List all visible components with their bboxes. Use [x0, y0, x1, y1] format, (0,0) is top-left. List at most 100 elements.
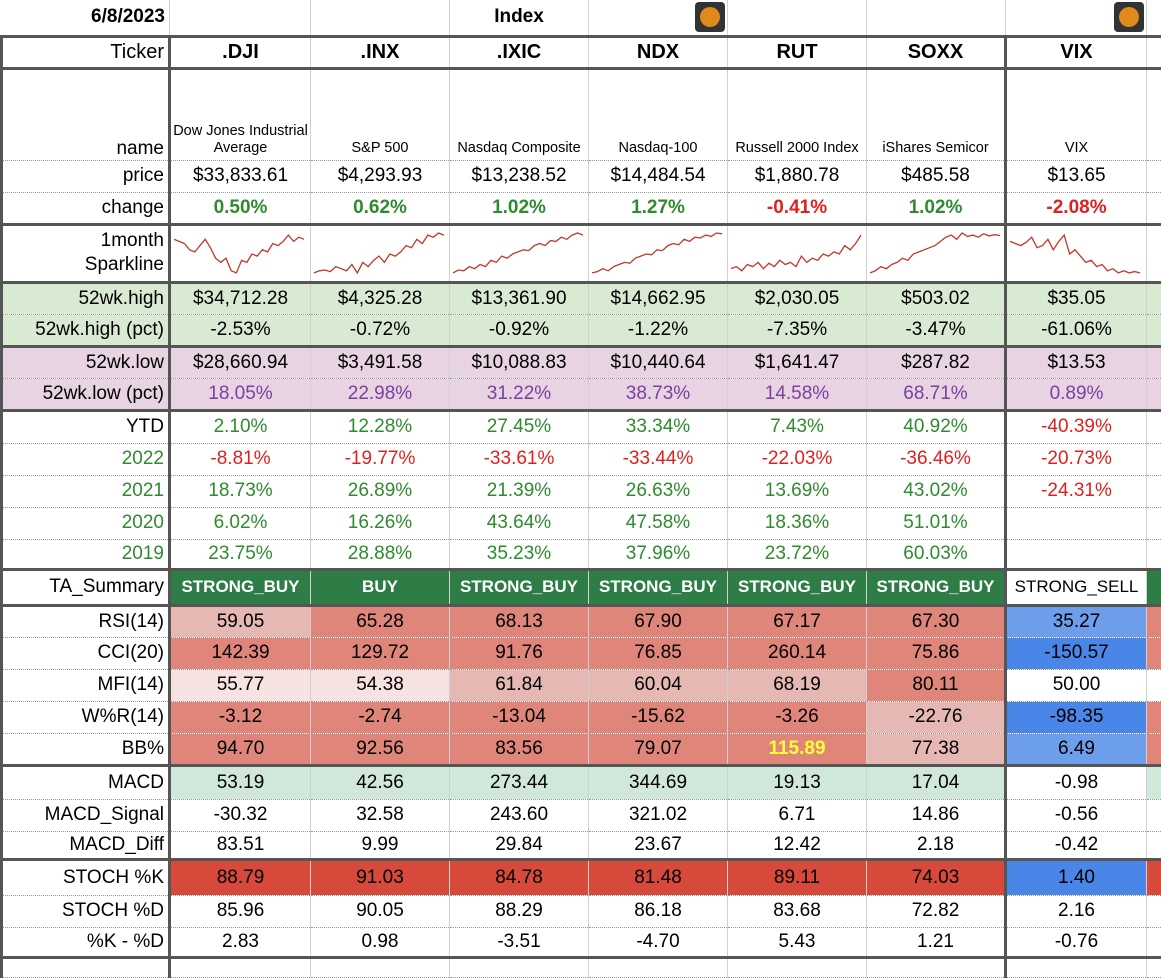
ytd-cell-1[interactable]: 12.28% — [311, 410, 450, 443]
cci-cell-3[interactable]: 76.85 — [589, 637, 728, 669]
wr-cell-6[interactable]: -98.35 — [1006, 701, 1147, 733]
ta-summary-badge-0[interactable]: STRONG_BUY — [170, 569, 311, 605]
overflow-cell[interactable] — [1147, 669, 1161, 701]
y2020-cell-3[interactable]: 47.58% — [589, 507, 728, 539]
overflow-cell[interactable] — [1147, 410, 1161, 443]
mfi-cell-2[interactable]: 61.84 — [450, 669, 589, 701]
name-cell-5[interactable]: iShares Semicor — [867, 68, 1006, 160]
overflow-cell[interactable] — [1147, 443, 1161, 475]
overflow-cell[interactable] — [1147, 765, 1161, 799]
y2019-cell-1[interactable]: 28.88% — [311, 539, 450, 569]
y2020-cell-4[interactable]: 18.36% — [728, 507, 867, 539]
y2020-cell-5[interactable]: 51.01% — [867, 507, 1006, 539]
y2021-cell-0[interactable]: 18.73% — [170, 475, 311, 507]
mfi-cell-3[interactable]: 60.04 — [589, 669, 728, 701]
title-row-cell[interactable] — [728, 0, 867, 36]
ytd-cell-0[interactable]: 2.10% — [170, 410, 311, 443]
bb-label[interactable]: BB% — [2, 733, 170, 765]
change-cell-2[interactable]: 1.02% — [450, 192, 589, 224]
macd_signal-cell-5[interactable]: 14.86 — [867, 799, 1006, 831]
bb-cell-6[interactable]: 6.49 — [1006, 733, 1147, 765]
low52-cell-2[interactable]: $10,088.83 — [450, 346, 589, 378]
y2022-cell-0[interactable]: -8.81% — [170, 443, 311, 475]
cci-cell-6[interactable]: -150.57 — [1006, 637, 1147, 669]
name-cell-6[interactable]: VIX — [1006, 68, 1147, 160]
low52pct-label[interactable]: 52wk.low (pct) — [2, 378, 170, 410]
low52-cell-1[interactable]: $3,491.58 — [311, 346, 450, 378]
change-cell-5[interactable]: 1.02% — [867, 192, 1006, 224]
mfi-cell-4[interactable]: 68.19 — [728, 669, 867, 701]
cci-label[interactable]: CCI(20) — [2, 637, 170, 669]
y2019-cell-0[interactable]: 23.75% — [170, 539, 311, 569]
price-label[interactable]: price — [2, 160, 170, 192]
mfi-cell-0[interactable]: 55.77 — [170, 669, 311, 701]
title-row-cell[interactable] — [1147, 0, 1161, 36]
stochd-cell-1[interactable]: 90.05 — [311, 895, 450, 927]
title-row-cell[interactable] — [589, 0, 728, 36]
stochd-cell-0[interactable]: 85.96 — [170, 895, 311, 927]
wr-cell-4[interactable]: -3.26 — [728, 701, 867, 733]
low52pct-cell-3[interactable]: 38.73% — [589, 378, 728, 410]
bb-cell-2[interactable]: 83.56 — [450, 733, 589, 765]
rsi-cell-6[interactable]: 35.27 — [1006, 605, 1147, 637]
high52pct-cell-3[interactable]: -1.22% — [589, 314, 728, 346]
macd_signal-cell-4[interactable]: 6.71 — [728, 799, 867, 831]
ta-label[interactable]: TA_Summary — [2, 569, 170, 605]
mfi-cell-5[interactable]: 80.11 — [867, 669, 1006, 701]
low52-label[interactable]: 52wk.low — [2, 346, 170, 378]
overflow-cell[interactable] — [1147, 569, 1161, 605]
wr-cell-1[interactable]: -2.74 — [311, 701, 450, 733]
ticker-header-6[interactable]: VIX — [1006, 36, 1147, 68]
section-title[interactable]: Index — [450, 0, 589, 36]
low52pct-cell-2[interactable]: 31.22% — [450, 378, 589, 410]
stochd-cell-4[interactable]: 83.68 — [728, 895, 867, 927]
mfi-cell-1[interactable]: 54.38 — [311, 669, 450, 701]
y2021-cell-5[interactable]: 43.02% — [867, 475, 1006, 507]
sparkline-cell-3[interactable] — [589, 224, 728, 282]
high52pct-label[interactable]: 52wk.high (pct) — [2, 314, 170, 346]
low52-cell-0[interactable]: $28,660.94 — [170, 346, 311, 378]
macd-cell-4[interactable]: 19.13 — [728, 765, 867, 799]
ta-summary-badge-3[interactable]: STRONG_BUY — [589, 569, 728, 605]
y2019-label[interactable]: 2019 — [2, 539, 170, 569]
name-label[interactable]: name — [2, 68, 170, 160]
ta-summary-badge-2[interactable]: STRONG_BUY — [450, 569, 589, 605]
high52-label[interactable]: 52wk.high — [2, 282, 170, 314]
ta-summary-badge-5[interactable]: STRONG_BUY — [867, 569, 1006, 605]
name-cell-1[interactable]: S&P 500 — [311, 68, 450, 160]
price-cell-0[interactable]: $33,833.61 — [170, 160, 311, 192]
macd_diff-cell-6[interactable]: -0.42 — [1006, 831, 1147, 859]
low52-cell-4[interactable]: $1,641.47 — [728, 346, 867, 378]
sparkline-cell-1[interactable] — [311, 224, 450, 282]
y2020-cell-2[interactable]: 43.64% — [450, 507, 589, 539]
stochk-label[interactable]: STOCH %K — [2, 859, 170, 895]
bb-cell-1[interactable]: 92.56 — [311, 733, 450, 765]
rsi-cell-5[interactable]: 67.30 — [867, 605, 1006, 637]
ticker-header-0[interactable]: .DJI — [170, 36, 311, 68]
stochk-cell-2[interactable]: 84.78 — [450, 859, 589, 895]
y2022-cell-1[interactable]: -19.77% — [311, 443, 450, 475]
ticker-header-1[interactable]: .INX — [311, 36, 450, 68]
macd_diff-cell-5[interactable]: 2.18 — [867, 831, 1006, 859]
name-cell-0[interactable]: Dow Jones Industrial Average — [170, 68, 311, 160]
rsi-cell-2[interactable]: 68.13 — [450, 605, 589, 637]
change-label[interactable]: change — [2, 192, 170, 224]
price-cell-4[interactable]: $1,880.78 — [728, 160, 867, 192]
name-cell-3[interactable]: Nasdaq-100 — [589, 68, 728, 160]
y2022-cell-5[interactable]: -36.46% — [867, 443, 1006, 475]
ticker-header-5[interactable]: SOXX — [867, 36, 1006, 68]
y2022-cell-2[interactable]: -33.61% — [450, 443, 589, 475]
high52pct-cell-6[interactable]: -61.06% — [1006, 314, 1147, 346]
overflow-cell[interactable] — [1147, 799, 1161, 831]
macd_signal-label[interactable]: MACD_Signal — [2, 799, 170, 831]
y2019-cell-5[interactable]: 60.03% — [867, 539, 1006, 569]
low52-cell-5[interactable]: $287.82 — [867, 346, 1006, 378]
low52pct-cell-4[interactable]: 14.58% — [728, 378, 867, 410]
ytd-cell-3[interactable]: 33.34% — [589, 410, 728, 443]
y2020-cell-1[interactable]: 16.26% — [311, 507, 450, 539]
stochk-cell-5[interactable]: 74.03 — [867, 859, 1006, 895]
high52pct-cell-5[interactable]: -3.47% — [867, 314, 1006, 346]
sparkline-cell-5[interactable] — [867, 224, 1006, 282]
low52pct-cell-0[interactable]: 18.05% — [170, 378, 311, 410]
